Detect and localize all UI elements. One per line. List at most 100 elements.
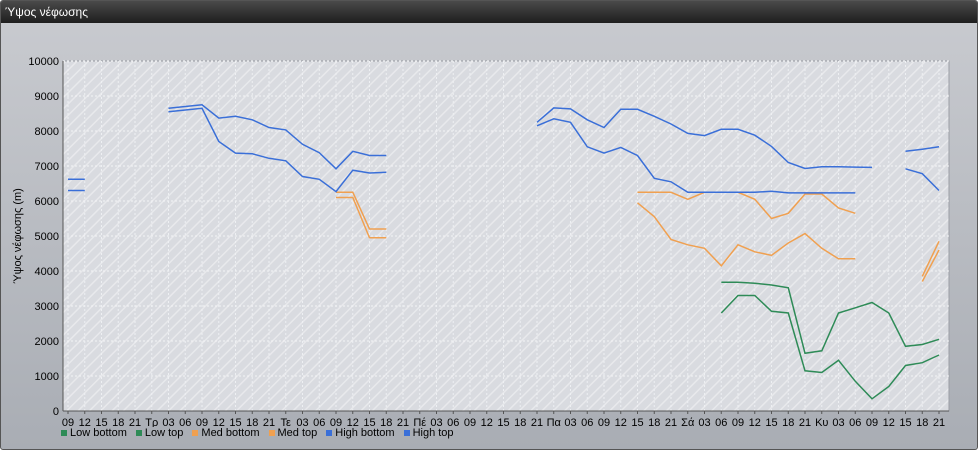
y-tick-label: 0: [53, 406, 59, 418]
series-line-high-top: [536, 107, 873, 170]
x-tick-label: 18: [380, 417, 392, 427]
window-title: Ύψος νέφωσης: [1, 1, 977, 23]
x-tick-label: Κυ: [815, 417, 828, 427]
y-tick-label: 2000: [35, 336, 59, 348]
legend-label: High bottom: [335, 427, 395, 439]
x-tick-label: 12: [615, 417, 627, 427]
legend-item: Med top: [268, 427, 318, 439]
x-tick-label: 18: [916, 417, 928, 427]
series-line-med-top: [921, 240, 940, 277]
x-tick-label: 03: [564, 417, 576, 427]
x-tick-label: 21: [531, 417, 543, 427]
y-tick-label: 4000: [35, 266, 59, 278]
legend-item: Low top: [135, 427, 184, 439]
series-line-med-top: [336, 191, 387, 230]
x-tick-label: 18: [648, 417, 660, 427]
series-line-high-bottom: [905, 168, 940, 192]
y-tick-label: 3000: [35, 301, 59, 313]
series-line-high-bottom: [536, 118, 856, 194]
legend-item: Low bottom: [61, 427, 127, 439]
x-tick-label: 09: [866, 417, 878, 427]
x-tick-label: 12: [79, 417, 91, 427]
legend-label: Low bottom: [70, 427, 127, 439]
x-tick-label: 15: [765, 417, 777, 427]
y-tick-label: 9000: [35, 91, 59, 103]
x-tick-label: 09: [732, 417, 744, 427]
x-tick-label: 21: [799, 417, 811, 427]
x-tick-label: Πέ: [413, 417, 426, 427]
legend-item: High bottom: [326, 427, 395, 439]
x-tick-label: 06: [581, 417, 593, 427]
x-tick-label: 15: [497, 417, 509, 427]
chart-legend: Low bottom Low top Med bottom Med top High b…: [61, 427, 454, 439]
x-tick-label: 21: [397, 417, 409, 427]
x-tick-label: 09: [464, 417, 476, 427]
legend-label: Med top: [277, 427, 318, 439]
x-tick-label: 03: [162, 417, 174, 427]
x-tick-label: 15: [229, 417, 241, 427]
legend-swatch: [61, 430, 67, 436]
series-line-high-top: [905, 146, 940, 153]
x-tick-label: 12: [883, 417, 895, 427]
series-line-med-bottom: [637, 202, 856, 267]
series-line-med-top: [637, 191, 856, 220]
x-tick-label: 06: [715, 417, 727, 427]
x-tick-label: 21: [263, 417, 275, 427]
x-tick-label: 09: [330, 417, 342, 427]
x-tick-label: Πα: [547, 417, 562, 427]
x-tick-label: 06: [313, 417, 325, 427]
y-axis-label: Ύψος νέφωσης (m): [12, 188, 24, 284]
x-tick-label: 18: [246, 417, 258, 427]
x-tick-label: 15: [363, 417, 375, 427]
x-tick-label: 09: [598, 417, 610, 427]
legend-item: Med bottom: [192, 427, 260, 439]
x-tick-label: 18: [514, 417, 526, 427]
x-tick-label: 06: [179, 417, 191, 427]
legend-label: Med bottom: [201, 427, 260, 439]
x-tick-label: 09: [196, 417, 208, 427]
x-tick-label: 09: [62, 417, 74, 427]
y-tick-label: 7000: [35, 161, 59, 173]
x-tick-label: 12: [213, 417, 225, 427]
x-tick-label: 21: [933, 417, 945, 427]
x-tick-label: 15: [899, 417, 911, 427]
legend-swatch: [192, 430, 199, 436]
series-line-low-top: [721, 281, 940, 355]
x-tick-label: Σά: [681, 417, 695, 427]
x-tick-label: 12: [749, 417, 761, 427]
legend-label: High top: [412, 427, 454, 439]
x-tick-label: 06: [447, 417, 459, 427]
x-tick-label: 03: [832, 417, 844, 427]
legend-swatch: [268, 430, 275, 436]
x-tick-label: 18: [112, 417, 124, 427]
cloud-height-chart: 0 1000 2000 3000 4000 5000 6000 7000 8000 9000 100…: [12, 56, 950, 427]
x-tick-label: Τε: [281, 417, 292, 427]
x-tick-label: 03: [296, 417, 308, 427]
x-tick-label: 03: [698, 417, 710, 427]
legend-swatch: [403, 430, 410, 436]
x-tick-label: 06: [849, 417, 861, 427]
y-tick-label: 10000: [28, 56, 59, 68]
legend-swatch: [326, 430, 333, 436]
x-tick-label: 15: [95, 417, 107, 427]
y-tick-label: 8000: [35, 126, 59, 138]
series-line-med-bottom: [921, 249, 940, 282]
x-tick-label: Τρ: [145, 417, 158, 427]
y-tick-label: 5000: [35, 231, 59, 243]
y-tick-label: 6000: [35, 196, 59, 208]
x-tick-label: 12: [347, 417, 359, 427]
x-tick-label: 12: [481, 417, 493, 427]
legend-item: High top: [403, 427, 454, 439]
x-tick-label: 21: [665, 417, 677, 427]
y-tick-label: 1000: [35, 371, 59, 383]
series-line-low-bottom: [720, 294, 940, 400]
series-line-med-bottom: [336, 196, 387, 239]
x-tick-label: 18: [782, 417, 794, 427]
legend-swatch: [135, 430, 142, 436]
legend-label: Low top: [144, 427, 184, 439]
series-line-high-bottom: [168, 107, 387, 193]
x-tick-label: 21: [129, 417, 141, 427]
x-tick-label: 15: [631, 417, 643, 427]
series-line-high-top: [168, 104, 387, 170]
